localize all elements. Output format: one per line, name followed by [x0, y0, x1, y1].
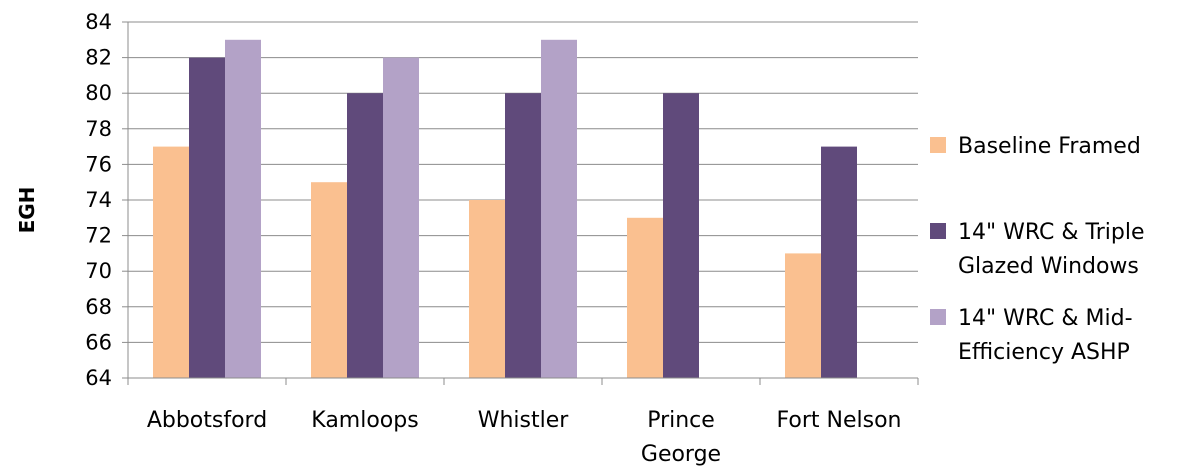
y-tick-label: 74	[85, 188, 112, 212]
bar	[383, 57, 419, 378]
category-label: Fort Nelson	[777, 408, 902, 433]
legend-label: Glazed Windows	[958, 254, 1139, 279]
category-label: George	[641, 442, 721, 467]
y-tick-label: 66	[85, 330, 112, 354]
y-tick-label: 78	[85, 117, 112, 141]
y-tick-label: 64	[85, 366, 112, 390]
bar	[785, 253, 821, 378]
legend-swatch	[930, 223, 946, 239]
legend-label: 14" WRC & Mid-	[958, 306, 1133, 331]
y-tick-labels: 64 66 68 70 72 74 76 78 80 82 84	[85, 10, 112, 390]
y-tick-label: 84	[85, 10, 112, 34]
category-label: Abbotsford	[147, 408, 267, 433]
bar	[821, 146, 857, 378]
category-label: Kamloops	[311, 408, 418, 433]
y-tick-label: 82	[85, 46, 112, 70]
bar	[663, 93, 699, 378]
legend-swatch	[930, 137, 946, 153]
bar	[153, 146, 189, 378]
category-labels: Abbotsford Kamloops Whistler Prince George Fo…	[147, 408, 902, 467]
legend: Baseline Framed 14" WRC & Triple Glazed Wi…	[930, 134, 1145, 365]
y-tick-label: 72	[85, 224, 112, 248]
bar	[469, 200, 505, 378]
bar	[311, 182, 347, 378]
y-tick-label: 68	[85, 295, 112, 319]
category-label: Prince	[647, 408, 715, 433]
legend-label: Efficiency ASHP	[958, 340, 1130, 365]
legend-swatch	[930, 309, 946, 325]
axes	[122, 21, 919, 385]
bars	[153, 39, 857, 379]
bar	[627, 217, 663, 378]
legend-label: 14" WRC & Triple	[958, 220, 1145, 245]
y-tick-label: 70	[85, 259, 112, 283]
category-label: Whistler	[478, 408, 570, 433]
bar	[541, 39, 577, 379]
legend-label: Baseline Framed	[958, 134, 1141, 159]
bar	[189, 57, 225, 378]
bar	[505, 93, 541, 378]
bar	[347, 93, 383, 378]
y-tick-label: 76	[85, 152, 112, 176]
y-tick-label: 80	[85, 81, 112, 105]
y-axis-label: EGH	[15, 187, 39, 234]
bar	[225, 39, 261, 379]
